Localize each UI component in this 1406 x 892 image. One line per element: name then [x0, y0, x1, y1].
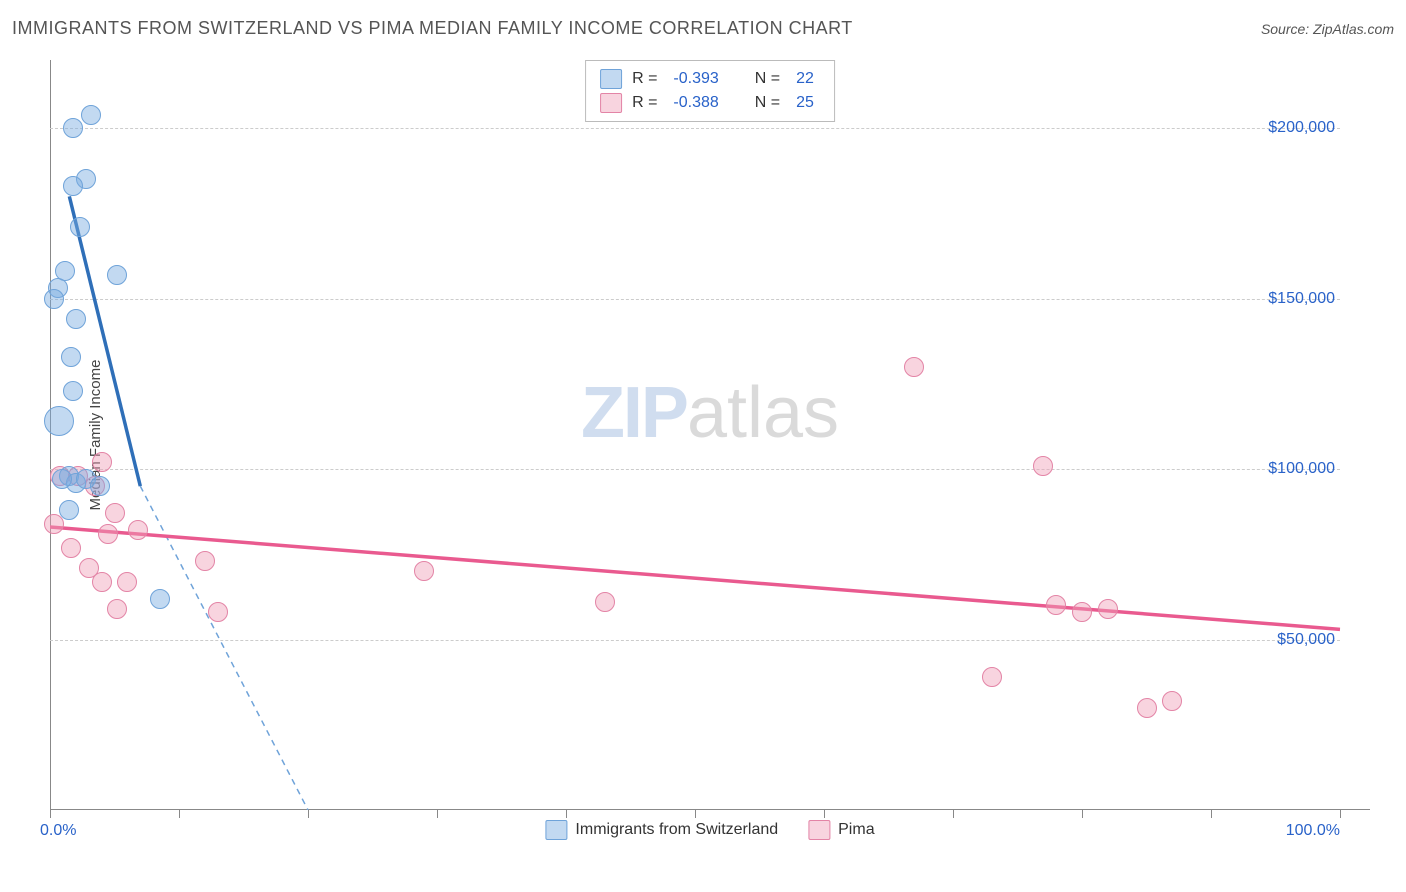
scatter-point-pink	[1046, 595, 1066, 615]
n-label: N =	[755, 70, 780, 88]
plot-area: Median Family Income $50,000$100,000$150…	[50, 60, 1370, 810]
scatter-point-pink	[195, 551, 215, 571]
source-prefix: Source:	[1261, 21, 1309, 37]
scatter-point-blue	[44, 406, 74, 436]
scatter-point-pink	[128, 520, 148, 540]
trend-line	[69, 196, 140, 486]
n-label: N =	[755, 94, 780, 112]
scatter-point-pink	[98, 524, 118, 544]
scatter-point-blue	[63, 381, 83, 401]
scatter-point-blue	[66, 309, 86, 329]
y-tick-label: $100,000	[1268, 460, 1335, 478]
legend-item-blue: Immigrants from Switzerland	[545, 820, 778, 840]
x-tick	[437, 810, 438, 818]
scatter-point-pink	[904, 357, 924, 377]
trend-line	[140, 486, 308, 810]
n-value-pink: 25	[796, 94, 814, 112]
scatter-point-pink	[117, 572, 137, 592]
trend-line	[50, 527, 1340, 629]
scatter-point-pink	[1033, 456, 1053, 476]
scatter-point-pink	[1098, 599, 1118, 619]
x-tick	[824, 810, 825, 818]
scatter-point-blue	[61, 347, 81, 367]
x-tick	[50, 810, 51, 818]
x-tick	[566, 810, 567, 818]
watermark-atlas: atlas	[687, 373, 839, 453]
scatter-point-pink	[1072, 602, 1092, 622]
watermark: ZIPatlas	[581, 372, 839, 454]
scatter-point-blue	[150, 589, 170, 609]
scatter-point-blue	[70, 217, 90, 237]
scatter-point-pink	[1162, 691, 1182, 711]
scatter-point-blue	[90, 476, 110, 496]
scatter-point-pink	[982, 667, 1002, 687]
scatter-point-pink	[105, 503, 125, 523]
gridline	[50, 128, 1340, 129]
watermark-zip: ZIP	[581, 373, 687, 453]
x-axis	[50, 809, 1370, 810]
stats-legend: R = -0.393 N = 22 R = -0.388 N = 25	[585, 60, 835, 122]
series-legend: Immigrants from Switzerland Pima	[545, 820, 874, 840]
legend-label-blue: Immigrants from Switzerland	[575, 821, 778, 839]
stats-row-blue: R = -0.393 N = 22	[600, 67, 820, 91]
scatter-point-blue	[59, 500, 79, 520]
x-tick	[179, 810, 180, 818]
chart-header: IMMIGRANTS FROM SWITZERLAND VS PIMA MEDI…	[12, 18, 1394, 39]
swatch-pink-icon	[808, 820, 830, 840]
y-tick-label: $50,000	[1277, 631, 1335, 649]
scatter-point-pink	[61, 538, 81, 558]
scatter-point-blue	[63, 176, 83, 196]
y-tick-label: $200,000	[1268, 119, 1335, 137]
x-axis-max-label: 100.0%	[1286, 822, 1340, 840]
scatter-point-blue	[44, 289, 64, 309]
r-label: R =	[632, 94, 657, 112]
r-value-pink: -0.388	[673, 94, 718, 112]
scatter-point-pink	[414, 561, 434, 581]
x-tick	[695, 810, 696, 818]
r-value-blue: -0.393	[673, 70, 718, 88]
swatch-blue-icon	[600, 69, 622, 89]
scatter-point-pink	[1137, 698, 1157, 718]
chart-title: IMMIGRANTS FROM SWITZERLAND VS PIMA MEDI…	[12, 18, 853, 39]
scatter-point-blue	[63, 118, 83, 138]
swatch-pink-icon	[600, 93, 622, 113]
y-tick-label: $150,000	[1268, 290, 1335, 308]
gridline	[50, 299, 1340, 300]
stats-row-pink: R = -0.388 N = 25	[600, 91, 820, 115]
scatter-point-pink	[208, 602, 228, 622]
swatch-blue-icon	[545, 820, 567, 840]
gridline	[50, 469, 1340, 470]
scatter-point-pink	[92, 452, 112, 472]
chart-source: Source: ZipAtlas.com	[1261, 21, 1394, 37]
legend-item-pink: Pima	[808, 820, 874, 840]
x-axis-min-label: 0.0%	[40, 822, 76, 840]
gridline	[50, 640, 1340, 641]
r-label: R =	[632, 70, 657, 88]
x-tick	[308, 810, 309, 818]
x-tick	[1340, 810, 1341, 818]
scatter-point-blue	[107, 265, 127, 285]
x-tick	[953, 810, 954, 818]
y-axis	[50, 60, 51, 810]
x-tick	[1082, 810, 1083, 818]
scatter-point-pink	[107, 599, 127, 619]
scatter-point-pink	[595, 592, 615, 612]
source-name: ZipAtlas.com	[1313, 21, 1394, 37]
x-tick	[1211, 810, 1212, 818]
n-value-blue: 22	[796, 70, 814, 88]
scatter-point-blue	[81, 105, 101, 125]
scatter-point-blue	[52, 469, 72, 489]
legend-label-pink: Pima	[838, 821, 874, 839]
scatter-point-pink	[92, 572, 112, 592]
